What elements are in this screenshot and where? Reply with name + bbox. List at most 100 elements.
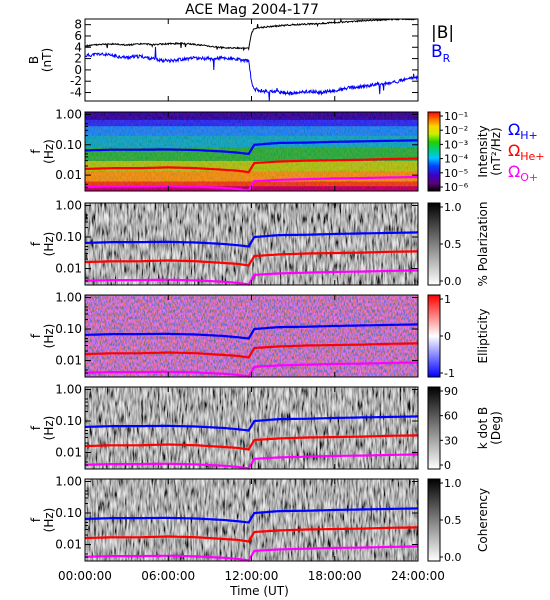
- freq-ylabel-line2: (Hz): [42, 232, 56, 257]
- colorbar-label-line: % Polarization: [476, 202, 490, 287]
- gyro-legend-item: ΩO+: [508, 162, 538, 184]
- polarization-texture: [85, 203, 418, 285]
- gyro-line-Hplus: [85, 323, 418, 340]
- freq-ytick-label: 1.00: [55, 382, 82, 396]
- freq-ylabel: f(Hz): [29, 416, 56, 441]
- colorbar-tick-label: 1.0: [444, 201, 462, 214]
- freq-ytick-label: 0.10: [55, 138, 82, 152]
- colorbar-label: % Polarization: [476, 202, 490, 287]
- colorbar-tick-label: 60: [444, 410, 458, 423]
- freq-ytick-label: 1.00: [55, 474, 82, 488]
- panel-coherency: 1.00 0.10 0.01 f(Hz) 1.0 0.5 0.0 Coherency: [29, 474, 490, 564]
- gyro-legend-item: ΩHe+: [508, 141, 545, 163]
- mag-ylabel-line1: B: [27, 56, 41, 64]
- colorbar-tick-label: 10⁻²: [444, 124, 468, 137]
- br-legend: BR: [431, 42, 451, 65]
- xtick-label: 00:00:00: [58, 569, 112, 583]
- gyro-legend: ΩH+ΩHe+ΩO+: [508, 120, 545, 184]
- gyro-legend-sub: H+: [520, 129, 538, 142]
- colorbar-label: Ellipticity: [476, 309, 490, 364]
- mag-ytick-label: -2: [70, 74, 82, 88]
- freq-ytick-label: 1.00: [55, 107, 82, 121]
- gyro-line-Heplus: [84, 434, 418, 451]
- gyro-legend-main: Ω: [508, 141, 520, 160]
- br-series-line: [84, 46, 419, 102]
- gyro-line-Oplus: [85, 545, 419, 562]
- colorbar-label: Intensity(nT²/Hz): [476, 125, 503, 177]
- mag-ytick-label: -4: [70, 86, 82, 100]
- br-legend-main: B: [431, 42, 443, 62]
- xtick-label: 24:00:00: [391, 569, 445, 583]
- colorbar-tick-label: 0.5: [444, 514, 462, 527]
- freq-ytick-label: 0.10: [55, 230, 82, 244]
- mag-ytick-label: 0: [74, 63, 82, 77]
- spectral-panels: 1.000.100.01f(Hz)10⁻¹10⁻²10⁻³10⁻⁴10⁻⁵10⁻…: [29, 107, 545, 564]
- colorbar-coherency: [427, 478, 441, 562]
- freq-ytick-label: 0.01: [55, 262, 82, 276]
- mag-ytick-label: 4: [74, 40, 82, 54]
- gyro-line-Oplus: [85, 269, 419, 286]
- colorbar-label-line: k dot B: [476, 407, 490, 449]
- colorbar-tick-label: 1.0: [444, 477, 462, 490]
- mag-ytick-label: 2: [74, 52, 82, 66]
- freq-ylabel-line1: f: [29, 425, 43, 430]
- gyro-line-Hplus: [85, 415, 418, 432]
- btotal-series-line: [84, 17, 418, 52]
- freq-ylabel: f(Hz): [29, 508, 56, 533]
- colorbar-ellipticity: [427, 294, 441, 378]
- gyro-line-Hplus: [85, 139, 419, 156]
- freq-ylabel: f(Hz): [29, 139, 56, 164]
- freq-ytick-label: 1.00: [55, 290, 82, 304]
- colorbar-kdotb: [427, 386, 441, 470]
- colorbar-tick-label: -1: [444, 367, 455, 380]
- gyro-legend-sub: O+: [520, 171, 538, 184]
- mag-ylabel-line2: (nT): [40, 48, 54, 72]
- gyro-legend-main: Ω: [508, 120, 520, 139]
- freq-ytick-label: 0.01: [55, 354, 82, 368]
- freq-ytick-label: 1.00: [55, 198, 82, 212]
- colorbar-tick-label: 1: [444, 293, 451, 306]
- gyro-line-Heplus: [85, 157, 418, 174]
- panel-kdotb: 1.00 0.10 0.01 f(Hz) 90 60 30 0 k dot B(Deg): [29, 382, 503, 472]
- intensity-texture: [85, 112, 418, 191]
- gyro-line-Oplus: [85, 453, 419, 470]
- gyro-legend-sub: He+: [520, 150, 544, 163]
- gyro-legend-main: Ω: [508, 162, 520, 181]
- mag-ytick-label: 8: [74, 18, 82, 32]
- gyro-line-Oplus: [84, 175, 418, 192]
- colorbar-tick-label: 0: [444, 330, 451, 343]
- mag-ytick-label: 6: [74, 29, 82, 43]
- xaxis-label: Time (UT): [229, 584, 289, 598]
- colorbar-label-line: Coherency: [476, 488, 490, 552]
- br-legend-sub: R: [443, 52, 451, 65]
- colorbar-label: k dot B(Deg): [476, 407, 503, 449]
- freq-ylabel-line1: f: [29, 149, 43, 154]
- gyro-line-Heplus: [84, 250, 418, 267]
- xtick-label: 12:00:00: [225, 569, 279, 583]
- freq-ylabel: f(Hz): [29, 324, 56, 349]
- ellipticity-texture: [85, 295, 418, 377]
- gyro-line-Heplus: [84, 342, 418, 359]
- freq-ylabel: f(Hz): [29, 232, 56, 257]
- colorbar-label-line: (nT²/Hz): [489, 127, 503, 175]
- freq-ytick-label: 0.10: [55, 414, 82, 428]
- gyro-legend-item: ΩH+: [508, 120, 538, 142]
- gyro-line-Oplus: [85, 361, 419, 378]
- gyro-line-Hplus: [85, 507, 418, 524]
- kdotb-texture: [85, 387, 418, 469]
- freq-ylabel-line2: (Hz): [42, 508, 56, 533]
- panel-polarization: 1.00 0.10 0.01 f(Hz) 1.0 0.5 0.0 % Polarization: [29, 198, 490, 288]
- freq-ylabel-line1: f: [29, 517, 43, 522]
- colorbar-label-line: Intensity: [476, 125, 490, 177]
- freq-ytick-label: 0.01: [55, 538, 82, 552]
- freq-ytick-label: 0.10: [55, 322, 82, 336]
- colorbar-tick-label: 0.0: [444, 551, 462, 564]
- freq-ylabel-line2: (Hz): [42, 139, 56, 164]
- gyro-line-Hplus: [85, 231, 418, 248]
- freq-ytick-label: 0.01: [55, 446, 82, 460]
- colorbar-tick-label: 0.0: [444, 275, 462, 288]
- mag-ylabel: B(nT): [27, 48, 54, 72]
- freq-ylabel-line2: (Hz): [42, 324, 56, 349]
- colorbar-label-line: Ellipticity: [476, 309, 490, 364]
